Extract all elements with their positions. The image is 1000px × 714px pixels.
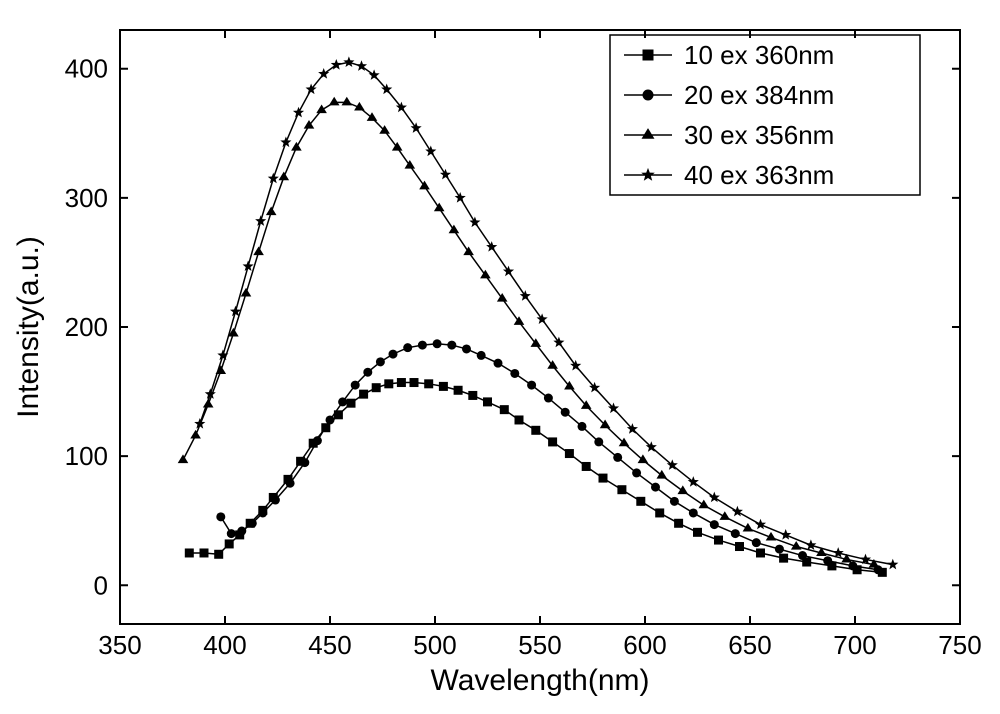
svg-text:10 ex 360nm: 10 ex 360nm bbox=[684, 40, 834, 70]
svg-text:200: 200 bbox=[65, 312, 108, 342]
svg-text:550: 550 bbox=[518, 630, 561, 660]
svg-text:0: 0 bbox=[94, 570, 108, 600]
spectrum-chart: 350 400 450 500 550 600 650 700 750 Wavelength(nm… bbox=[0, 0, 1000, 714]
svg-text:450: 450 bbox=[308, 630, 351, 660]
svg-text:650: 650 bbox=[728, 630, 771, 660]
svg-text:30 ex 356nm: 30 ex 356nm bbox=[684, 120, 834, 150]
svg-text:300: 300 bbox=[65, 183, 108, 213]
svg-text:Intensity(a.u.): Intensity(a.u.) bbox=[12, 236, 45, 418]
svg-text:500: 500 bbox=[413, 630, 456, 660]
svg-text:40 ex 363nm: 40 ex 363nm bbox=[684, 160, 834, 190]
svg-text:400: 400 bbox=[65, 54, 108, 84]
svg-text:750: 750 bbox=[938, 630, 981, 660]
svg-text:350: 350 bbox=[98, 630, 141, 660]
svg-text:700: 700 bbox=[833, 630, 876, 660]
svg-text:20 ex 384nm: 20 ex 384nm bbox=[684, 80, 834, 110]
svg-text:600: 600 bbox=[623, 630, 666, 660]
chart-svg: 350 400 450 500 550 600 650 700 750 Wavelength(nm… bbox=[0, 0, 1000, 714]
svg-text:100: 100 bbox=[65, 441, 108, 471]
svg-text:400: 400 bbox=[203, 630, 246, 660]
svg-text:Wavelength(nm): Wavelength(nm) bbox=[431, 664, 650, 697]
